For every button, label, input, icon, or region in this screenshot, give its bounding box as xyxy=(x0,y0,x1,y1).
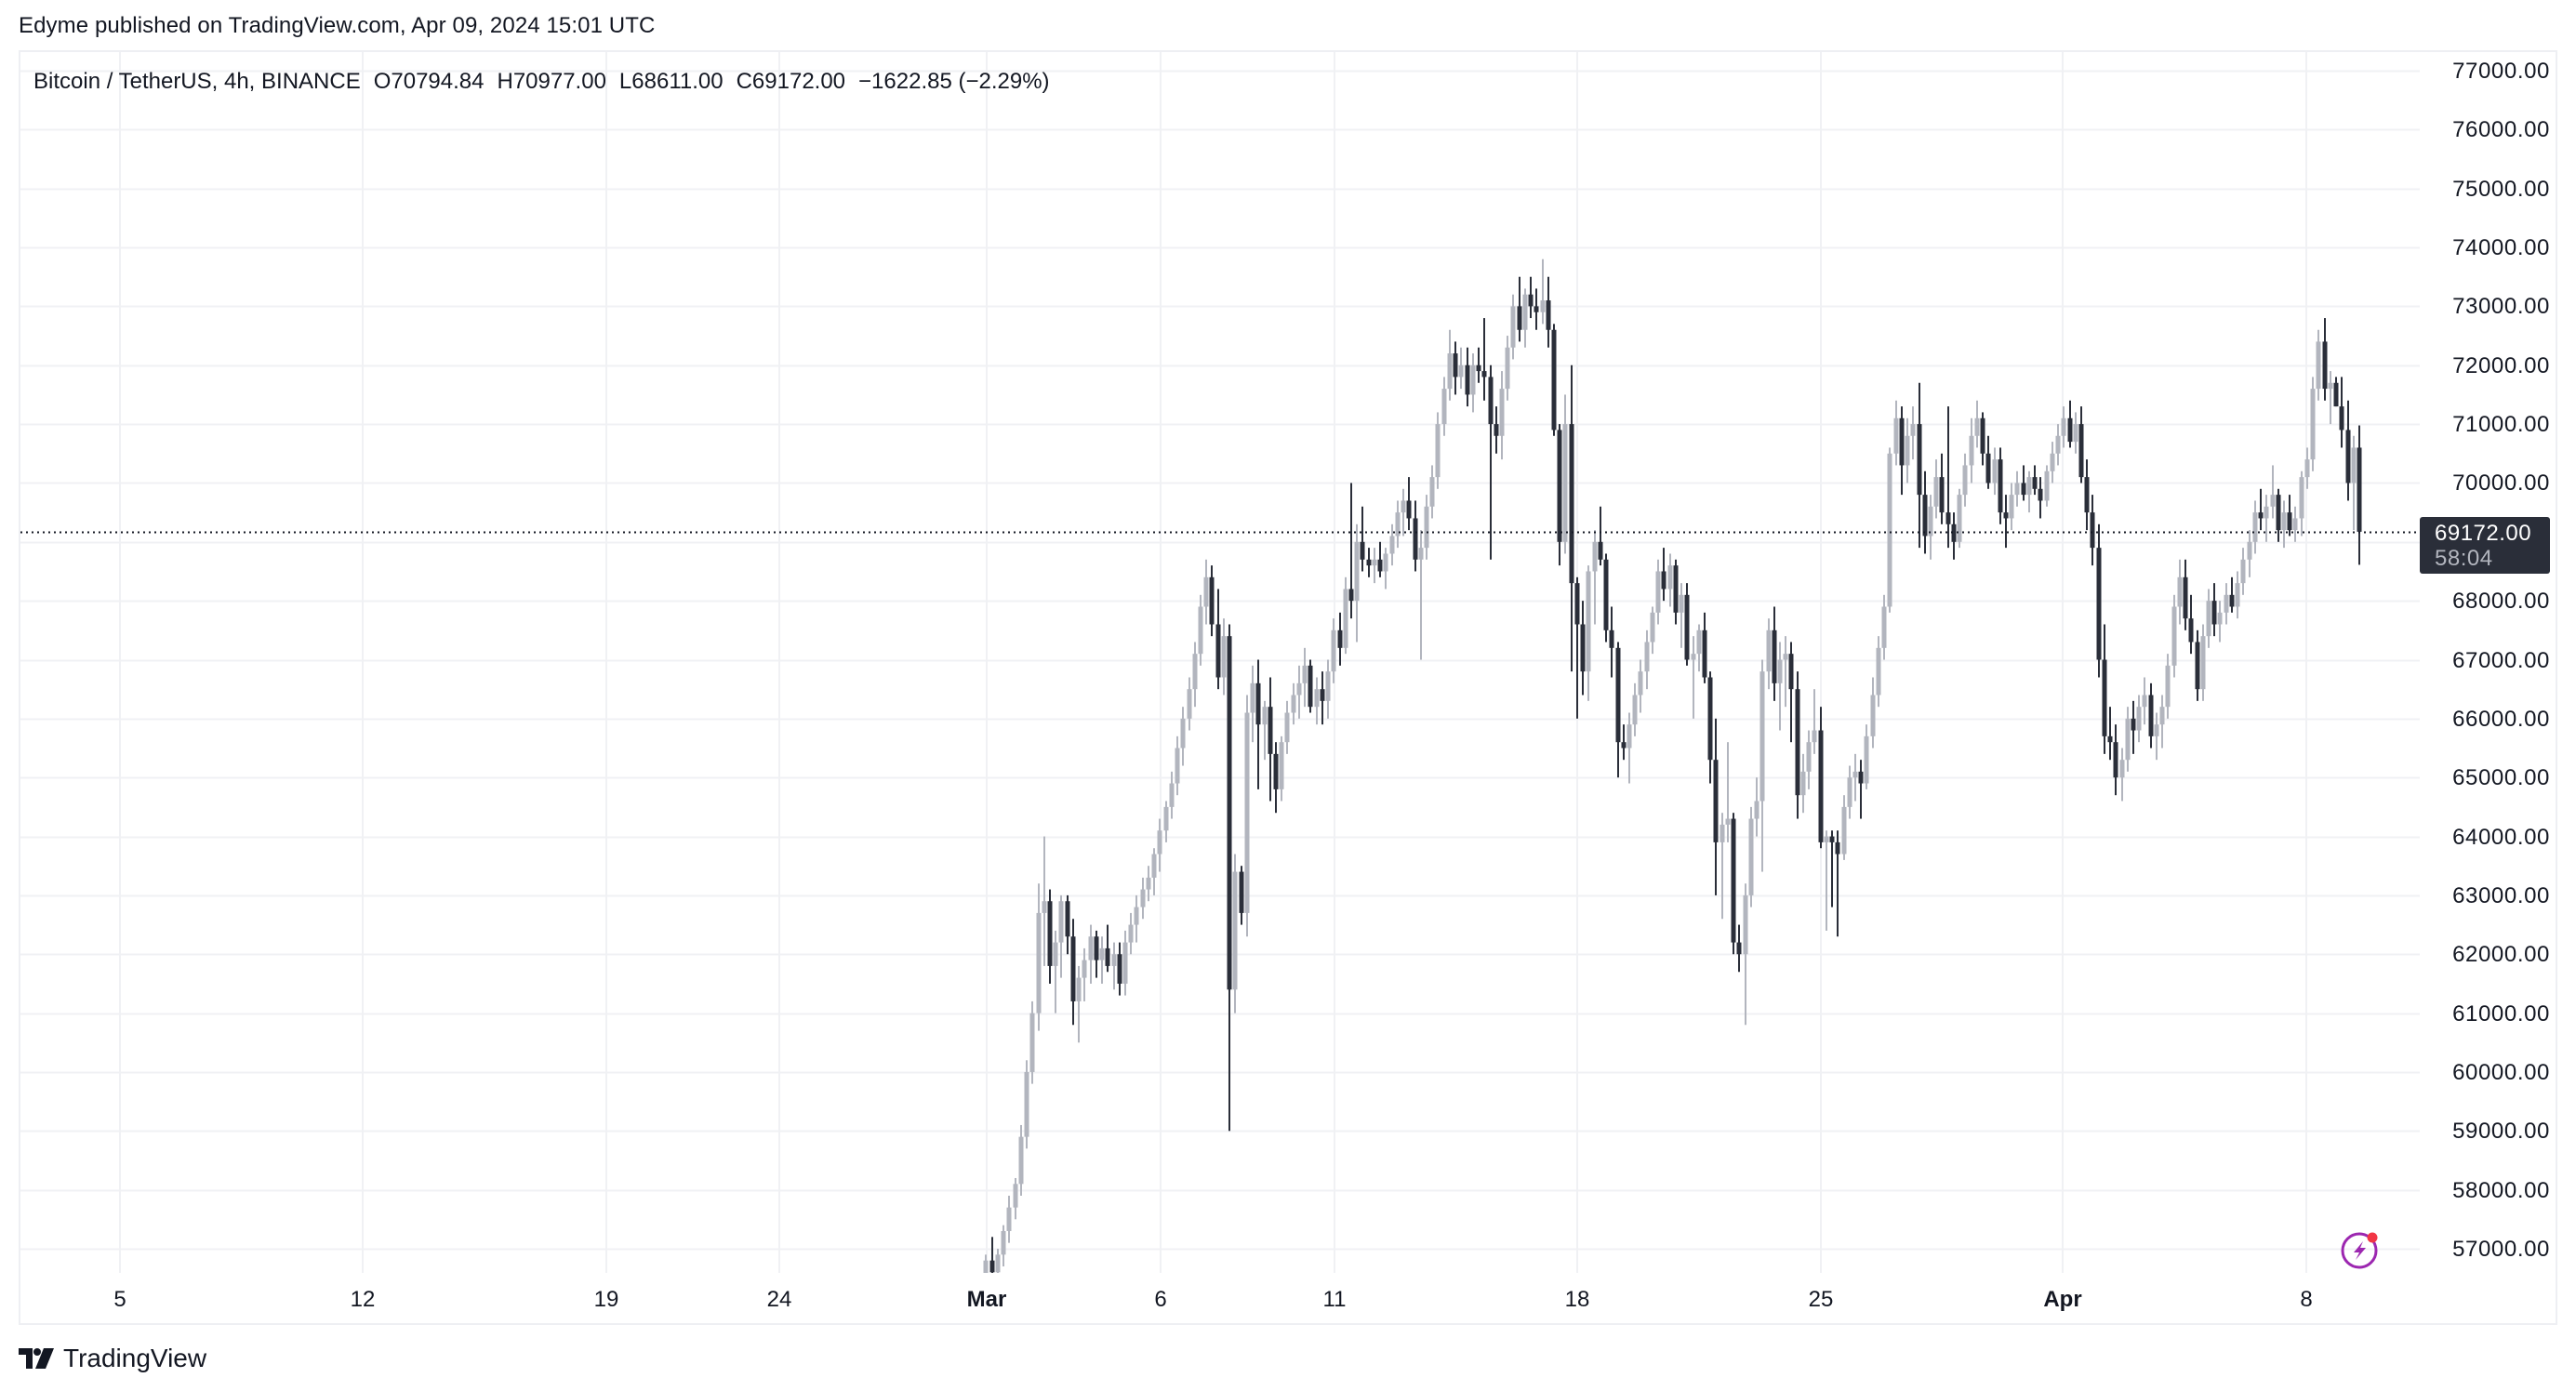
price-tick-label: 77000.00 xyxy=(2452,58,2550,84)
publisher-line: Edyme published on TradingView.com, Apr … xyxy=(19,13,656,38)
tradingview-brand[interactable]: TradingView xyxy=(19,1344,207,1372)
price-tick-label: 65000.00 xyxy=(2452,764,2550,790)
legend-open: O70794.84 xyxy=(373,69,485,94)
bar-countdown: 58:04 xyxy=(2435,546,2493,571)
price-tick-label: 68000.00 xyxy=(2452,588,2550,614)
time-tick-label: Apr xyxy=(2043,1287,2082,1312)
price-tick-label: 73000.00 xyxy=(2452,293,2550,319)
time-tick-label: 19 xyxy=(593,1287,619,1312)
last-price-label: 69172.00 58:04 xyxy=(2420,517,2550,574)
chart-frame[interactable] xyxy=(19,50,2557,1325)
price-tick-label: 62000.00 xyxy=(2452,941,2550,967)
time-tick-label: 18 xyxy=(1564,1287,1590,1312)
price-tick-label: 75000.00 xyxy=(2452,176,2550,202)
time-tick-label: 11 xyxy=(1322,1287,1347,1312)
price-tick-label: 58000.00 xyxy=(2452,1177,2550,1203)
grid-lines xyxy=(20,52,2420,1273)
price-tick-label: 76000.00 xyxy=(2452,116,2550,142)
symbol-name[interactable]: Bitcoin / TetherUS, 4h, BINANCE xyxy=(33,69,361,94)
time-tick-label: 8 xyxy=(2300,1287,2313,1312)
price-tick-label: 64000.00 xyxy=(2452,824,2550,850)
last-price-value: 69172.00 xyxy=(2435,521,2532,546)
price-tick-label: 66000.00 xyxy=(2452,706,2550,732)
tradingview-logo-icon xyxy=(19,1348,54,1369)
price-tick-label: 72000.00 xyxy=(2452,352,2550,378)
time-tick-label: 5 xyxy=(113,1287,126,1312)
time-tick-label: 24 xyxy=(766,1287,792,1312)
candles xyxy=(983,258,2362,1273)
legend-change: −1622.85 (−2.29%) xyxy=(858,69,1050,94)
time-tick-label: 6 xyxy=(1154,1287,1167,1312)
price-tick-label: 67000.00 xyxy=(2452,647,2550,673)
price-tick-label: 70000.00 xyxy=(2452,470,2550,496)
legend-high: H70977.00 xyxy=(497,69,606,94)
lightning-alert-icon[interactable] xyxy=(2340,1231,2379,1270)
price-tick-label: 60000.00 xyxy=(2452,1059,2550,1085)
price-tick-label: 57000.00 xyxy=(2452,1236,2550,1262)
price-tick-label: 59000.00 xyxy=(2452,1118,2550,1144)
price-tick-label: 61000.00 xyxy=(2452,1000,2550,1027)
tradingview-wordmark: TradingView xyxy=(63,1344,207,1372)
time-tick-label: 12 xyxy=(350,1287,376,1312)
price-tick-label: 74000.00 xyxy=(2452,234,2550,260)
time-tick-label: 25 xyxy=(1808,1287,1834,1312)
price-tick-label: 71000.00 xyxy=(2452,411,2550,437)
symbol-legend[interactable]: Bitcoin / TetherUS, 4h, BINANCE O70794.84… xyxy=(33,69,1063,95)
time-tick-label: Mar xyxy=(966,1287,1007,1312)
price-tick-label: 63000.00 xyxy=(2452,882,2550,908)
legend-low: L68611.00 xyxy=(618,69,724,94)
legend-close: C69172.00 xyxy=(736,69,846,94)
